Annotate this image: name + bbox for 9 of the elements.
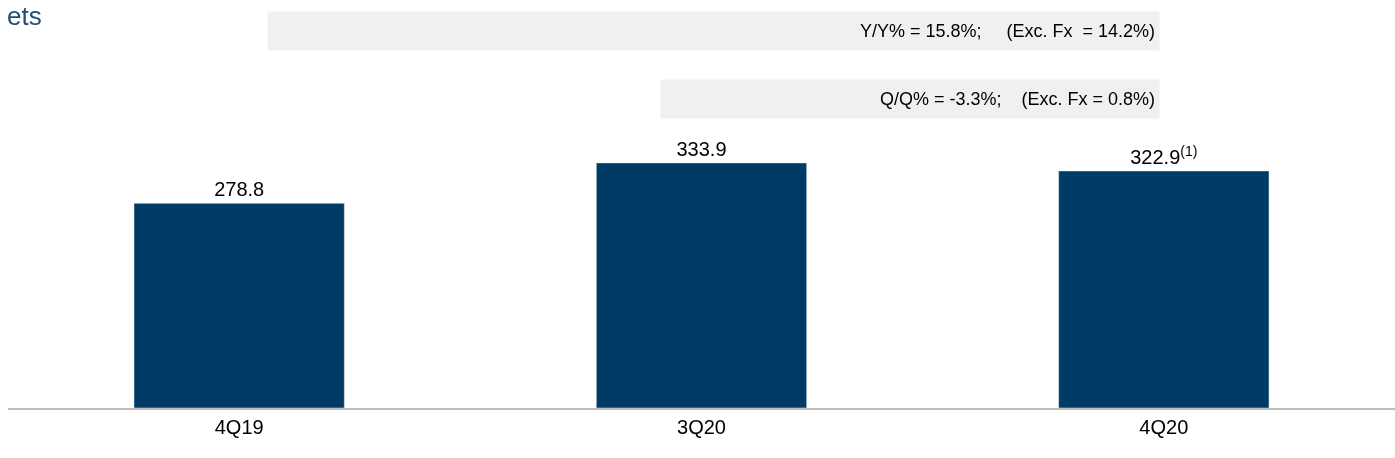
x-tick-label: 4Q20	[1139, 416, 1189, 438]
x-tick-label: 4Q19	[214, 416, 264, 438]
data-label: 322.9$^{(1)}$	[1130, 142, 1198, 168]
text: Y/Y% = 15.8%; (Exc. Fx = 14.2%)	[859, 21, 1155, 41]
chart-title: ets	[6, 1, 42, 32]
x-tick-label: 3Q20	[677, 416, 726, 438]
data-label: 333.9	[676, 137, 727, 160]
text: Q/Q% = -3.3%; (Exc. Fx = 0.8%)	[879, 89, 1155, 109]
data-label: 278.8	[214, 178, 265, 201]
